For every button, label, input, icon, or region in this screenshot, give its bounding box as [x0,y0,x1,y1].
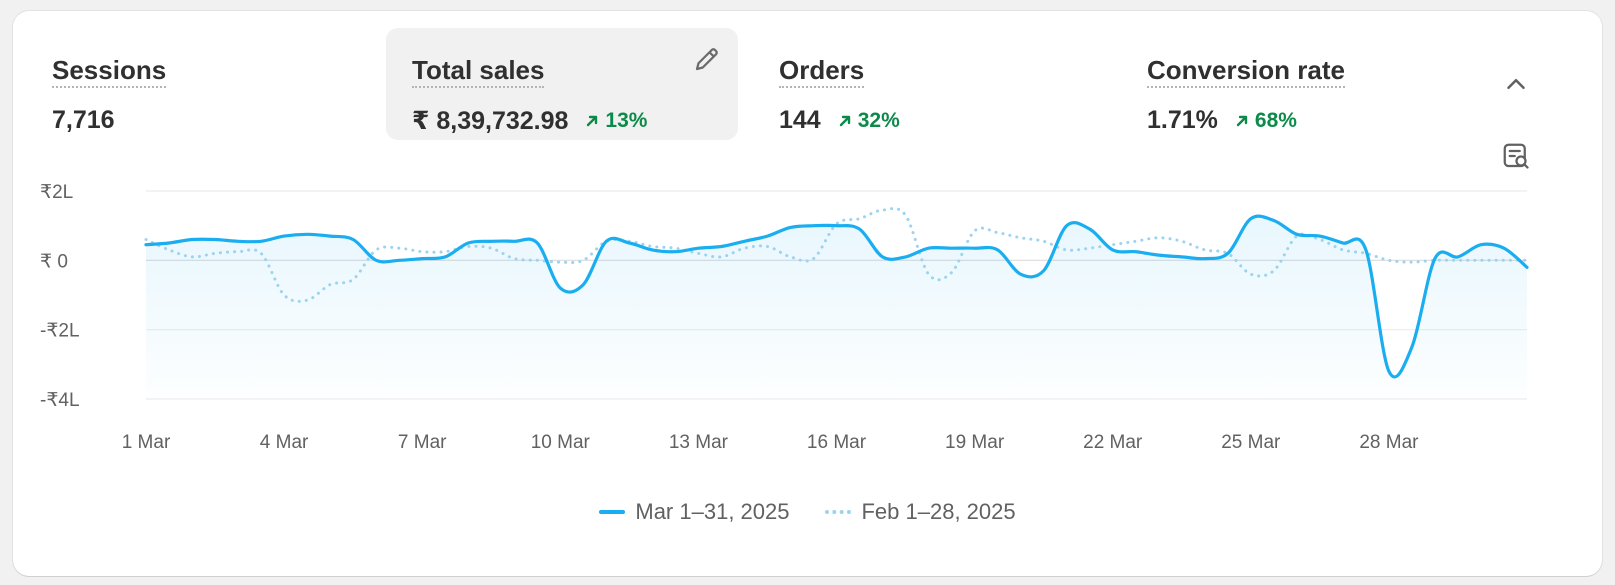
x-tick-label: 7 Mar [398,432,447,453]
metric-value-row: 144 32% [779,106,900,135]
metric-label[interactable]: Total sales [412,55,545,88]
metric-label[interactable]: Conversion rate [1147,55,1345,88]
arrow-up-right-icon [839,115,850,126]
pencil-icon[interactable] [692,44,722,74]
metric-conversion-rate[interactable]: Conversion rate 1.71% 68% [1121,28,1461,140]
metric-change-value: 68% [1254,108,1297,132]
metric-sessions[interactable]: Sessions 7,716 [26,28,366,140]
x-tick-label: 19 Mar [945,432,1005,453]
y-tick-label: ₹2L [40,182,73,203]
metric-change: 32% [837,109,900,133]
legend-swatch-dotted [825,510,852,514]
x-tick-label: 1 Mar [122,432,171,453]
chart-legend: Mar 1–31, 2025 Feb 1–28, 2025 [13,499,1602,525]
series-line-comparison[interactable] [144,206,1529,303]
series-area-current [146,216,1527,399]
metric-value: 144 [779,106,821,134]
series-line-current[interactable] [144,214,1529,379]
y-tick-label: ₹ 0 [40,251,68,272]
metric-value-row: ₹ 8,39,732.98 13% [412,106,647,136]
y-tick-label: -₹2L [40,321,80,342]
chevron-up-icon[interactable] [1501,69,1531,99]
metric-value-row: 7,716 [52,106,115,135]
legend-label: Mar 1–31, 2025 [635,499,790,524]
metric-change: 13% [584,109,647,133]
arrow-up-right-icon [1236,115,1248,126]
legend-item-current[interactable]: Mar 1–31, 2025 [599,499,789,525]
arrow-up-right-icon [587,115,598,127]
metric-total-sales[interactable]: Total sales ₹ 8,39,732.98 13% [386,28,738,140]
x-tick-label: 4 Mar [260,432,309,453]
metric-value: ₹ 8,39,732.98 [412,107,569,135]
metric-orders[interactable]: Orders 144 32% [753,28,1093,140]
x-tick-label: 16 Mar [807,432,867,453]
sales-line-chart: ₹2L ₹ 0 -₹2L -₹4L 1 Mar 4 Mar 7 Mar 10 Mar 13 Ma… [40,182,1529,453]
x-tick-label: 22 Mar [1083,432,1143,453]
metric-label[interactable]: Sessions [52,55,167,88]
legend-label: Feb 1–28, 2025 [861,499,1016,524]
metric-value-row: 1.71% 68% [1147,106,1297,135]
x-tick-label: 10 Mar [531,432,591,453]
y-tick-label: -₹4L [40,390,80,411]
metric-change-value: 32% [857,108,900,132]
analytics-card: Sessions 7,716 Total sales ₹ 8,39,732.98… [13,11,1602,576]
x-tick-label: 25 Mar [1221,432,1281,453]
x-tick-label: 13 Mar [669,432,729,453]
legend-item-comparison[interactable]: Feb 1–28, 2025 [825,499,1016,525]
metric-label[interactable]: Orders [779,55,865,88]
metric-value: 1.71% [1147,106,1218,134]
metric-change-value: 13% [605,109,648,132]
metric-change: 68% [1234,109,1297,133]
metric-value: 7,716 [52,106,115,134]
chart-search-icon[interactable] [1501,141,1531,171]
legend-swatch-solid [599,510,626,514]
x-tick-label: 28 Mar [1359,432,1419,453]
